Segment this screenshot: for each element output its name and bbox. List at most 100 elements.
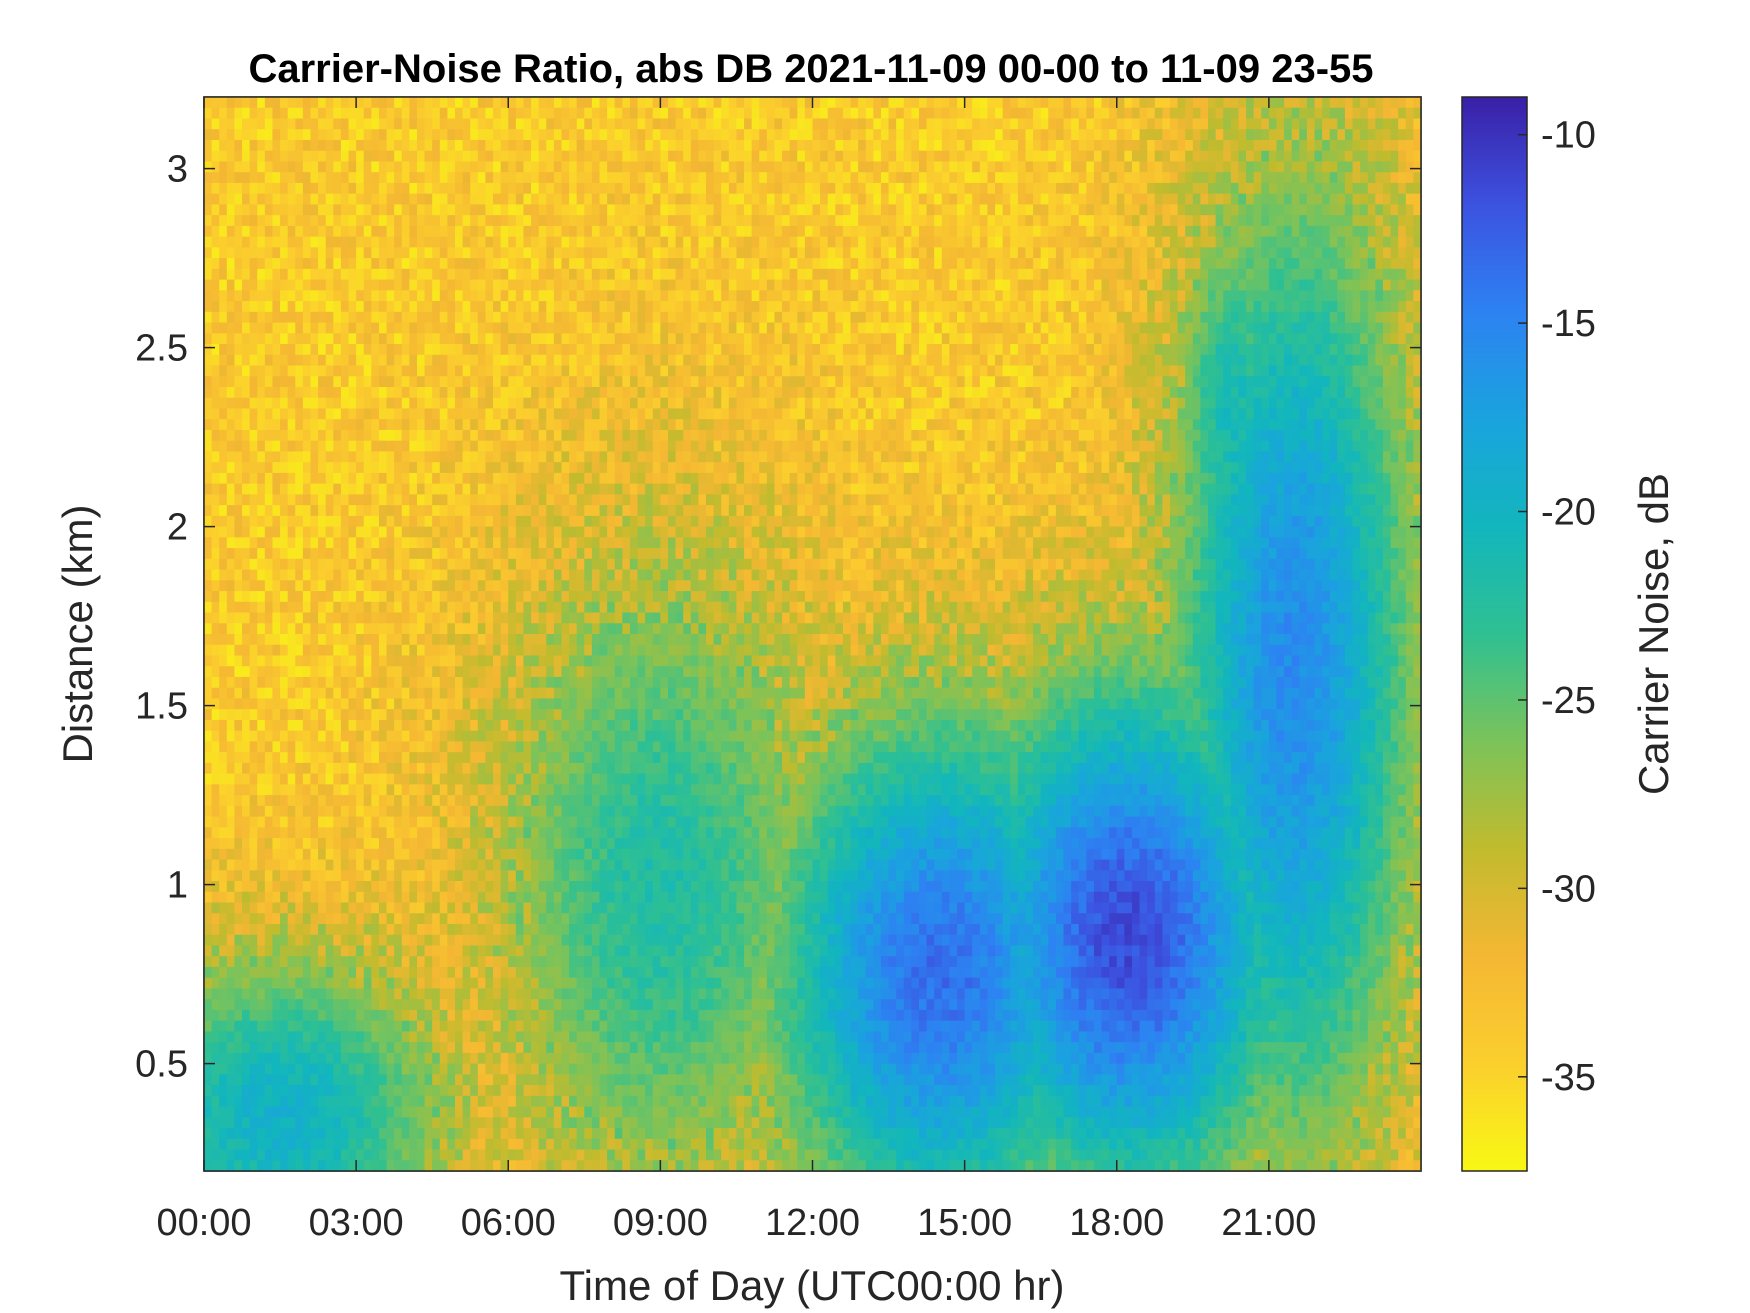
- heatmap-cell: [569, 290, 578, 302]
- heatmap-cell: [409, 505, 418, 517]
- heatmap-cell: [394, 344, 403, 356]
- heatmap-cell: [439, 118, 448, 130]
- heatmap-cell: [493, 1160, 502, 1172]
- heatmap-cell: [348, 97, 357, 109]
- heatmap-cell: [287, 709, 296, 721]
- heatmap-cell: [249, 301, 258, 313]
- heatmap-cell: [470, 838, 479, 850]
- heatmap-cell: [211, 655, 220, 667]
- heatmap-cell: [508, 354, 517, 367]
- heatmap-cell: [310, 698, 319, 710]
- heatmap-cell: [302, 752, 312, 764]
- heatmap-cell: [371, 977, 380, 990]
- heatmap-cell: [325, 161, 334, 173]
- heatmap-cell: [493, 891, 502, 904]
- heatmap-cell: [295, 1063, 304, 1075]
- heatmap-cell: [310, 655, 319, 667]
- heatmap-cell: [455, 548, 464, 560]
- heatmap-cell: [280, 451, 289, 463]
- heatmap-cell: [576, 150, 585, 163]
- heatmap-cell: [416, 923, 426, 936]
- heatmap-cell: [546, 344, 555, 356]
- heatmap-cell: [378, 1009, 388, 1022]
- heatmap-cell: [287, 805, 296, 818]
- heatmap-cell: [493, 666, 502, 678]
- heatmap-cell: [432, 956, 441, 968]
- heatmap-cell: [447, 1074, 456, 1086]
- heatmap-cell: [531, 966, 540, 979]
- heatmap-cell: [531, 881, 540, 893]
- heatmap-cell: [523, 1128, 532, 1140]
- heatmap-cell: [371, 859, 380, 871]
- heatmap-cell: [569, 193, 578, 205]
- heatmap-cell: [234, 247, 243, 259]
- heatmap-cell: [424, 816, 433, 828]
- heatmap-cell: [340, 1074, 350, 1086]
- heatmap-cell: [318, 698, 327, 710]
- heatmap-cell: [455, 966, 464, 979]
- heatmap-cell: [363, 322, 372, 334]
- heatmap-cell: [333, 902, 342, 914]
- heatmap-cell: [219, 139, 228, 152]
- heatmap-cell: [462, 386, 471, 399]
- heatmap-cell: [531, 1128, 540, 1140]
- heatmap-cell: [485, 1106, 494, 1118]
- heatmap-cell: [242, 558, 251, 571]
- heatmap-cell: [204, 537, 213, 549]
- heatmap-cell: [462, 934, 471, 947]
- heatmap-cell: [211, 1042, 220, 1054]
- heatmap-cell: [378, 558, 388, 571]
- heatmap-cell: [264, 655, 274, 667]
- heatmap-cell: [340, 1031, 350, 1043]
- heatmap-cell: [340, 762, 350, 775]
- heatmap-cell: [394, 1160, 403, 1172]
- heatmap-cell: [515, 977, 525, 990]
- heatmap-cell: [515, 1160, 525, 1172]
- heatmap-cell: [432, 386, 441, 399]
- heatmap-cell: [226, 515, 236, 528]
- heatmap-cell: [424, 601, 433, 614]
- heatmap-cell: [416, 848, 426, 861]
- heatmap-cell: [447, 505, 456, 517]
- heatmap-cell: [462, 290, 471, 302]
- heatmap-cell: [485, 515, 494, 528]
- heatmap-cell: [226, 354, 236, 367]
- heatmap-cell: [500, 1138, 509, 1151]
- heatmap-cell: [356, 268, 365, 281]
- heatmap-cell: [340, 891, 350, 904]
- heatmap-cell: [242, 719, 251, 732]
- heatmap-cell: [546, 386, 555, 399]
- heatmap-cell: [287, 881, 296, 893]
- heatmap-cell: [424, 1042, 433, 1054]
- heatmap-cell: [500, 193, 509, 205]
- heatmap-cell: [356, 429, 365, 442]
- heatmap-cell: [416, 548, 426, 560]
- heatmap-cell: [318, 569, 327, 581]
- heatmap-cell: [424, 268, 433, 281]
- heatmap-cell: [211, 601, 220, 614]
- heatmap-cell: [409, 859, 418, 871]
- heatmap-cell: [257, 472, 266, 485]
- heatmap-cell: [325, 591, 334, 603]
- heatmap-cell: [204, 290, 213, 302]
- heatmap-cell: [424, 526, 433, 538]
- heatmap-cell: [553, 150, 563, 163]
- heatmap-cell: [515, 1020, 525, 1032]
- heatmap-cell: [363, 988, 372, 1000]
- heatmap-cell: [455, 182, 464, 195]
- heatmap-cell: [462, 215, 471, 227]
- heatmap-cell: [493, 268, 502, 281]
- heatmap-cell: [219, 945, 228, 957]
- heatmap-cell: [455, 129, 464, 141]
- heatmap-cell: [234, 333, 243, 345]
- heatmap-cell: [569, 795, 578, 807]
- heatmap-cell: [310, 354, 319, 367]
- heatmap-cell: [455, 311, 464, 324]
- heatmap-cell: [531, 1052, 540, 1065]
- heatmap-cell: [538, 1095, 547, 1108]
- heatmap-cell: [553, 902, 563, 914]
- heatmap-cell: [333, 891, 342, 904]
- heatmap-cell: [272, 1074, 281, 1086]
- heatmap-cell: [386, 666, 395, 678]
- heatmap-cell: [356, 773, 365, 785]
